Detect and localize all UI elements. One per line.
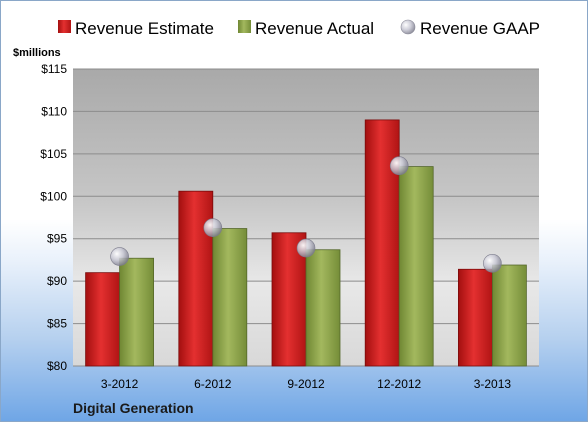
legend-label-estimate: Revenue Estimate	[75, 19, 214, 38]
x-category-label: 12-2012	[377, 377, 421, 391]
estimate-bar	[178, 190, 214, 367]
x-category-label: 3-2012	[101, 377, 139, 391]
y-tick-label: $85	[47, 317, 67, 331]
legend-label-gaap: Revenue GAAP	[420, 19, 540, 38]
gaap-marker	[389, 156, 409, 176]
x-axis-categories: 3-2012 6-2012 9-2012 12-2012 3-2013	[101, 377, 511, 391]
y-tick-label: $90	[47, 274, 67, 288]
y-tick-label: $100	[40, 189, 67, 203]
y-tick-label: $105	[40, 147, 67, 161]
x-category-label: 3-2013	[474, 377, 512, 391]
actual-bar	[491, 264, 527, 367]
legend-item-estimate: Revenue Estimate	[58, 19, 214, 38]
legend-swatch-estimate	[58, 20, 71, 33]
legend-item-actual: Revenue Actual	[238, 19, 374, 38]
estimate-bar	[457, 268, 493, 367]
legend-label-actual: Revenue Actual	[255, 19, 374, 38]
x-category-label: 9-2012	[287, 377, 325, 391]
legend-marker-gaap	[400, 19, 416, 35]
unit-label: $millions	[13, 47, 61, 59]
actual-bar	[212, 228, 248, 367]
legend: Revenue Estimate Revenue Actual Revenue …	[58, 19, 540, 38]
y-tick-label: $95	[47, 232, 67, 246]
estimate-bar	[85, 272, 120, 367]
gaap-marker	[110, 247, 129, 266]
estimate-bar	[364, 119, 400, 367]
gaap-markers	[110, 156, 502, 273]
legend-item-gaap: Revenue GAAP	[400, 19, 540, 38]
y-axis-ticks: $80 $85 $90 $95 $100 $105 $110 $115	[40, 62, 67, 373]
gaap-marker	[296, 238, 316, 258]
actual-bar	[305, 249, 341, 367]
y-tick-label: $110	[41, 104, 67, 118]
y-tick-label: $115	[41, 62, 67, 76]
x-category-label: 6-2012	[194, 377, 232, 391]
actual-bar	[398, 166, 434, 367]
y-tick-label: $80	[47, 359, 67, 373]
legend-swatch-actual	[238, 20, 251, 33]
gaap-marker	[483, 254, 502, 273]
company-name: Digital Generation	[73, 400, 194, 416]
actual-bar	[119, 257, 154, 367]
gaap-marker	[203, 218, 223, 237]
